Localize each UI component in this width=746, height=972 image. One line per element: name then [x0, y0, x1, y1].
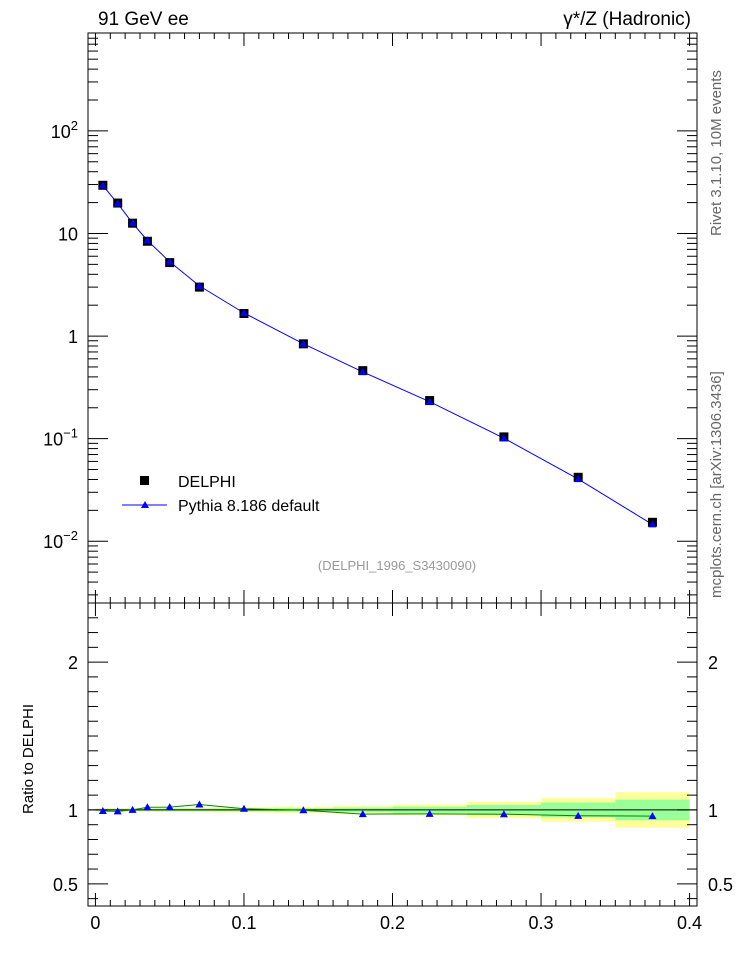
ratio-pythia-point [358, 810, 367, 818]
ratio-pythia-point [499, 810, 508, 818]
pythia-point [128, 219, 137, 227]
legend-pythia-label: Pythia 8.186 default [178, 498, 320, 515]
ratio-y-tick-label: 1 [68, 801, 78, 821]
pythia-point [195, 281, 204, 289]
legend-delphi-marker [140, 476, 149, 485]
ratio-pythia-point [113, 807, 122, 815]
legend-delphi-label: DELPHI [178, 474, 236, 491]
ratio-pythia-point [128, 805, 137, 813]
beam-energy-label: 91 GeV ee [98, 9, 189, 30]
pythia-point [143, 236, 152, 244]
ratio-plot-border [87, 602, 698, 907]
pythia-point [574, 475, 583, 483]
legend: DELPHI Pythia 8.186 default [122, 474, 320, 515]
pythia-point [358, 367, 367, 375]
ratio-pythia-point [195, 800, 204, 808]
ratio-y-tick-label-right: 1 [708, 801, 718, 821]
y-tick-label: 102 [51, 118, 78, 142]
main-plot-border [87, 32, 698, 604]
x-tick-label: 0 [90, 913, 100, 933]
ratio-axis-label: Ratio to DELPHI [20, 703, 37, 814]
mcplots-label: mcplots.cern.ch [arXiv:1306.3436] [708, 371, 725, 598]
pythia-point [98, 181, 107, 189]
pythia-point [113, 199, 122, 207]
pythia-point [425, 397, 434, 405]
ratio-y-tick-label: 2 [68, 653, 78, 673]
ratio-pythia-point [299, 806, 308, 814]
x-tick-label: 0.3 [529, 913, 554, 933]
pythia-point [165, 257, 174, 265]
x-tick-label: 0.4 [677, 913, 702, 933]
main-plot-frame [87, 32, 698, 604]
ratio-y-tick-label-right: 2 [708, 653, 718, 673]
ratio-y-tick-label: 0.5 [53, 875, 78, 895]
y-tick-label: 10−1 [43, 426, 78, 450]
pythia-point [648, 520, 657, 528]
y-tick-label: 10−2 [43, 528, 78, 552]
legend-pythia-marker [141, 501, 149, 508]
ratio-pythia-point [648, 812, 657, 820]
pythia-point [299, 339, 308, 347]
rivet-version-label: Rivet 3.1.10, 10M events [708, 70, 725, 236]
x-tick-label: 0.1 [231, 913, 256, 933]
ratio-plot-frame [87, 602, 698, 907]
ratio-pythia-point [165, 803, 174, 811]
pythia-point [239, 308, 248, 316]
ratio-y-tick-label-right: 0.5 [708, 875, 733, 895]
ratio-pythia-point [425, 809, 434, 817]
y-tick-label: 1 [68, 327, 78, 347]
ratio-pythia-point [98, 806, 107, 814]
pythia-point [499, 434, 508, 442]
analysis-watermark: (DELPHI_1996_S3430090) [318, 558, 476, 573]
ratio-pythia-point [239, 804, 248, 812]
ratio-pythia-point [143, 803, 152, 811]
y-tick-label: 10 [58, 224, 78, 244]
x-tick-label: 0.2 [380, 913, 405, 933]
ratio-pythia-point [574, 811, 583, 819]
process-label: γ*/Z (Hadronic) [563, 9, 691, 30]
